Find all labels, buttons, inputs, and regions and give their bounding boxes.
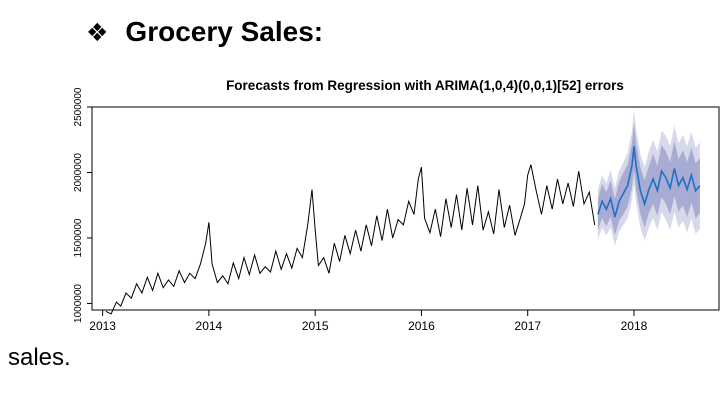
y-tick-label: 2000000: [73, 153, 84, 192]
series-lines: [105, 146, 701, 315]
axes: 2013 2014 2015 2016 2017 2018 1000000 1500000 20…: [73, 87, 648, 333]
plot-frame: [91, 106, 720, 311]
slide-heading: ❖ Grocery Sales:: [86, 12, 323, 52]
x-tick-label: 2018: [621, 319, 648, 333]
forecast-chart: Forecasts from Regression with ARIMA(1,0…: [73, 78, 720, 333]
y-tick-label: 2500000: [73, 87, 84, 126]
x-tick-label: 2014: [196, 319, 223, 333]
y-tick-label: 1000000: [73, 284, 84, 323]
x-tick-label: 2017: [514, 319, 541, 333]
diamond-bullet-icon: ❖: [86, 17, 109, 47]
chart-title: Forecasts from Regression with ARIMA(1,0…: [226, 78, 624, 93]
y-tick-label: 1500000: [73, 218, 84, 257]
footer-text: sales.: [8, 344, 71, 371]
x-tick-label: 2013: [89, 319, 116, 333]
x-tick-label: 2016: [408, 319, 435, 333]
x-tick-label: 2015: [302, 319, 329, 333]
forecast-line: [597, 146, 701, 218]
slide-heading-text: Grocery Sales:: [125, 16, 324, 47]
pi80-band: [597, 122, 700, 236]
history-line: [105, 164, 596, 315]
prediction-intervals: [597, 109, 700, 246]
